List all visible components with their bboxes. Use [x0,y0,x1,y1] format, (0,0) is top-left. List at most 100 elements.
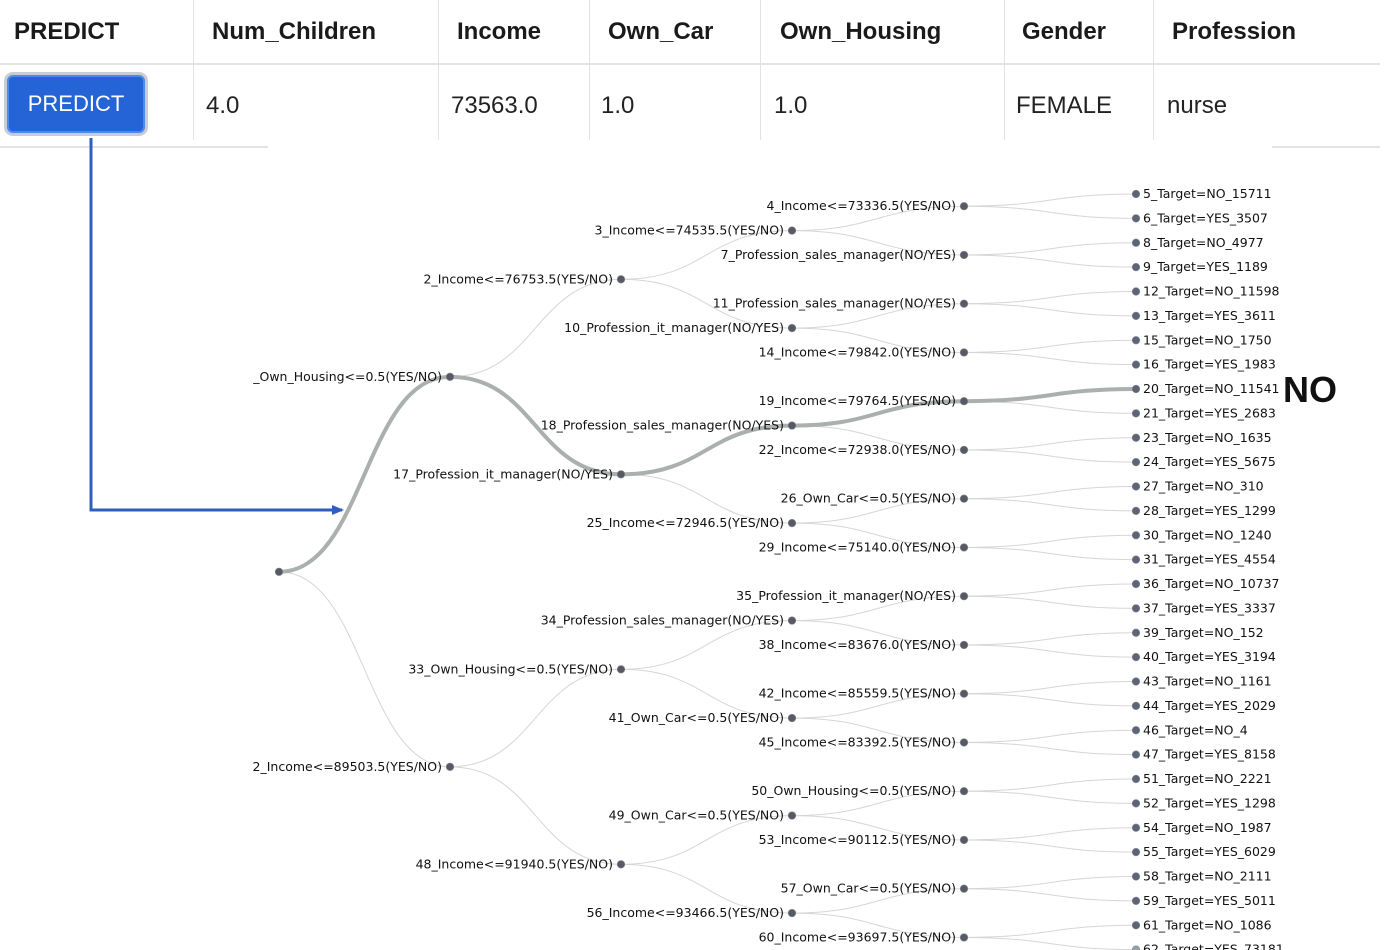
split-node-dot[interactable] [616,665,626,674]
header-divider [0,63,1380,65]
leaf-node-dot[interactable] [1131,311,1141,320]
split-node-dot[interactable] [959,348,969,357]
leaf-node-dot[interactable] [1131,433,1141,442]
leaf-node-dot[interactable] [1131,799,1141,808]
leaf-node-dot[interactable] [1131,384,1141,394]
leaf-node-dot[interactable] [1131,701,1141,710]
split-node-label: 38_Income<=83676.0(YES/NO) [759,637,956,652]
predict-button[interactable]: PREDICT [4,72,148,136]
split-node-dot[interactable] [959,884,969,893]
tree-edge [620,863,793,914]
leaf-label: 13_Target=YES_3611 [1143,308,1276,323]
column-divider [760,0,761,140]
leaf-node-dot[interactable] [1131,945,1141,950]
leaf-node-dot[interactable] [1131,336,1141,345]
split-node-dot[interactable] [616,275,626,284]
leaf-node-dot[interactable] [1131,458,1141,467]
split-node-dot[interactable] [959,250,969,260]
leaf-node-dot[interactable] [1131,238,1141,247]
tree-edge [791,888,965,914]
leaf-node-dot[interactable] [1131,921,1141,930]
leaf-node-dot[interactable] [1131,604,1141,613]
leaf-node-dot[interactable] [1131,482,1141,491]
split-node-dot[interactable] [787,811,797,820]
tree-edge [963,936,1137,950]
split-node-dot[interactable] [959,787,969,796]
leaf-node-dot[interactable] [1131,726,1141,735]
leaf-node-dot[interactable] [1131,287,1141,296]
leaf-label: 36_Target=NO_10737 [1143,576,1280,591]
split-node-dot[interactable] [616,860,626,869]
tree-edge [791,230,965,256]
leaf-label: 12_Target=NO_11598 [1143,284,1280,299]
split-node-label: 57_Own_Car<=0.5(YES/NO) [781,881,956,896]
split-node-dot[interactable] [787,518,797,528]
split-node-dot[interactable] [787,421,797,430]
input-table: PREDICT Num_Children Income Own_Car Own_… [0,0,1380,150]
tree-edge [791,815,965,841]
split-node-dot[interactable] [274,567,284,576]
cell-num-children: 4.0 [206,92,240,119]
tree-edge [963,242,1137,256]
tree-edge [963,193,1137,207]
split-node-dot[interactable] [787,713,797,723]
split-node-dot[interactable] [445,372,455,381]
leaf-node-dot[interactable] [1131,263,1141,272]
leaf-node-dot[interactable] [1131,872,1141,881]
split-node-label: 50_Own_Housing<=0.5(YES/NO) [751,783,956,798]
split-node-dot[interactable] [959,397,969,406]
split-node-dot[interactable] [959,543,969,552]
split-node-dot[interactable] [959,494,969,503]
split-node-dot[interactable] [787,226,797,235]
leaf-node-dot[interactable] [1131,750,1141,759]
tree-edge [791,327,965,353]
split-node-dot[interactable] [959,445,969,455]
leaf-node-dot[interactable] [1131,555,1141,564]
leaf-label: 43_Target=NO_1161 [1143,674,1272,689]
leaf-node-dot[interactable] [1131,360,1141,369]
split-node-label: 34_Profession_sales_manager(NO/YES) [541,613,784,628]
split-node-dot[interactable] [616,470,626,479]
tree-edge [963,790,1137,804]
split-node-dot[interactable] [787,908,797,918]
split-node-dot[interactable] [959,689,969,698]
leaf-node-dot[interactable] [1131,896,1141,905]
prediction-path [277,374,1138,574]
split-node-dot[interactable] [959,202,969,211]
tree-edge [791,205,965,232]
column-divider [438,0,439,140]
leaf-node-dot[interactable] [1131,677,1141,686]
leaf-node-dot[interactable] [1131,531,1141,540]
header-own-housing: Own_Housing [780,18,942,45]
leaf-label: 16_Target=YES_1983 [1143,357,1276,372]
split-node-dot[interactable] [959,299,969,308]
column-divider [193,0,194,140]
split-node-dot[interactable] [445,762,455,771]
header-predict: PREDICT [14,18,120,45]
split-node-label: 29_Income<=75140.0(YES/NO) [759,539,956,554]
leaf-node-dot[interactable] [1131,579,1141,589]
split-node-dot[interactable] [959,933,969,942]
leaf-node-dot[interactable] [1131,848,1141,857]
leaf-node-dot[interactable] [1131,823,1141,832]
leaf-node-dot[interactable] [1131,628,1141,637]
leaf-node-dot[interactable] [1131,653,1141,662]
tree-edge [963,888,1137,902]
tree-edge [963,644,1137,658]
leaf-label: 40_Target=YES_3194 [1143,649,1276,664]
split-node-dot[interactable] [959,738,969,747]
column-divider [589,0,590,140]
split-node-dot[interactable] [787,616,797,625]
leaf-node-dot[interactable] [1131,506,1141,515]
split-node-dot[interactable] [959,640,969,650]
leaf-node-dot[interactable] [1131,409,1141,418]
split-node-dot[interactable] [959,835,969,845]
split-node-dot[interactable] [787,323,797,333]
leaf-node-dot[interactable] [1131,774,1141,784]
leaf-node-dot[interactable] [1131,189,1141,199]
tree-edge [963,827,1137,841]
split-node-label: 19_Income<=79764.5(YES/NO) [759,393,956,408]
leaf-node-dot[interactable] [1131,214,1141,223]
split-node-dot[interactable] [959,592,969,601]
